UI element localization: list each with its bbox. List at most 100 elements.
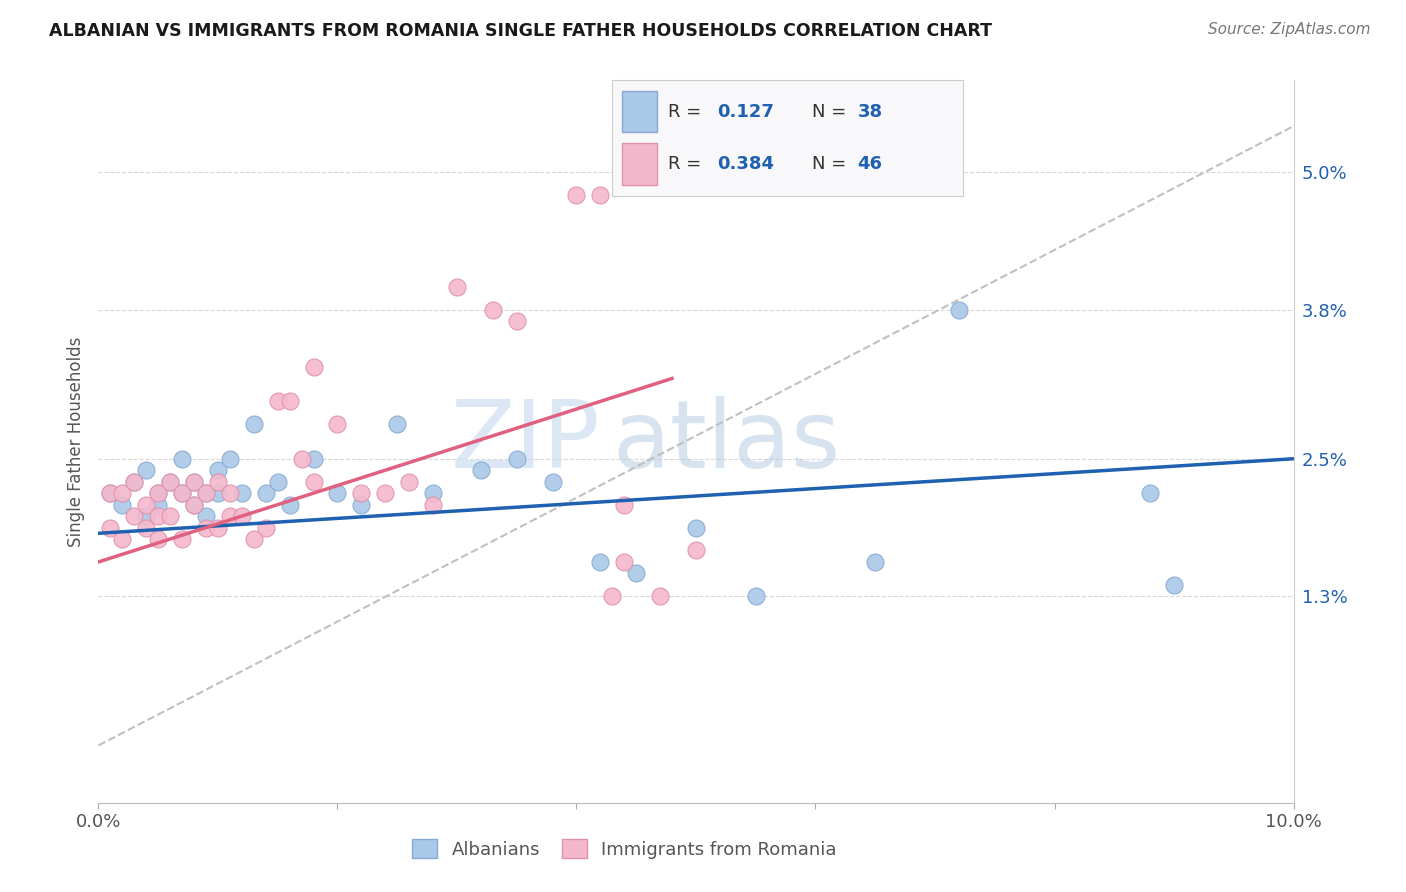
Point [231,486,253,500]
Point [135,509,157,524]
Point [470,463,492,477]
Text: ALBANIAN VS IMMIGRANTS FROM ROMANIA SINGLE FATHER HOUSEHOLDS CORRELATION CHART: ALBANIAN VS IMMIGRANTS FROM ROMANIA SING… [49,22,993,40]
Point [135,463,157,477]
Point [565,188,588,202]
Text: 38: 38 [858,103,883,120]
Point [685,543,707,558]
Point [159,509,181,524]
Point [172,486,194,500]
Point [350,498,373,512]
Point [111,532,134,546]
Point [267,475,290,489]
Point [1139,486,1161,500]
Point [219,509,242,524]
Point [183,475,205,489]
Text: ZIP: ZIP [451,395,600,488]
Point [183,498,205,512]
Point [172,451,194,466]
Point [422,486,444,500]
Text: atlas: atlas [613,395,841,488]
Point [326,486,349,500]
Point [124,475,146,489]
Point [159,475,181,489]
Point [172,532,194,546]
Point [148,486,170,500]
Point [291,451,314,466]
Point [254,486,277,500]
Point [602,590,624,604]
Point [98,520,122,534]
Point [650,590,672,604]
Point [302,475,325,489]
Point [506,314,529,328]
Text: R =: R = [668,155,707,173]
FancyBboxPatch shape [621,91,658,132]
Point [1163,578,1185,592]
Point [745,590,768,604]
Text: N =: N = [813,155,852,173]
Point [207,475,229,489]
Point [207,520,229,534]
Point [398,475,420,489]
Point [195,520,218,534]
Point [626,566,648,581]
Point [541,475,564,489]
Point [267,394,290,409]
Point [589,555,612,569]
Point [685,520,707,534]
Point [243,532,266,546]
Text: 0.127: 0.127 [717,103,773,120]
Point [195,486,218,500]
Point [98,486,122,500]
Y-axis label: Single Father Households: Single Father Households [66,336,84,547]
Point [278,498,301,512]
Point [98,486,122,500]
Point [948,302,970,317]
Point [613,555,636,569]
Text: N =: N = [813,103,852,120]
Point [302,451,325,466]
Point [243,417,266,432]
Point [231,509,253,524]
Point [385,417,409,432]
Point [111,486,134,500]
Point [135,498,157,512]
Point [183,498,205,512]
Point [254,520,277,534]
Point [207,486,229,500]
Point [446,279,468,293]
Point [148,486,170,500]
Point [422,498,444,512]
Point [195,486,218,500]
Point [326,417,349,432]
Point [207,463,229,477]
Point [865,555,887,569]
Point [613,498,636,512]
Point [172,486,194,500]
FancyBboxPatch shape [621,143,658,185]
Point [278,394,301,409]
Text: R =: R = [668,103,707,120]
Point [302,359,325,374]
Point [148,498,170,512]
Point [374,486,396,500]
Point [195,509,218,524]
Legend: Albanians, Immigrants from Romania: Albanians, Immigrants from Romania [405,832,844,866]
Point [589,188,612,202]
Point [111,498,134,512]
Point [482,302,505,317]
Point [124,509,146,524]
Point [148,509,170,524]
Point [506,451,529,466]
Text: Source: ZipAtlas.com: Source: ZipAtlas.com [1208,22,1371,37]
Point [219,451,242,466]
Point [350,486,373,500]
Text: 46: 46 [858,155,883,173]
Point [159,475,181,489]
Text: 0.384: 0.384 [717,155,775,173]
Point [219,486,242,500]
Point [135,520,157,534]
Point [148,532,170,546]
Point [124,475,146,489]
Point [183,475,205,489]
